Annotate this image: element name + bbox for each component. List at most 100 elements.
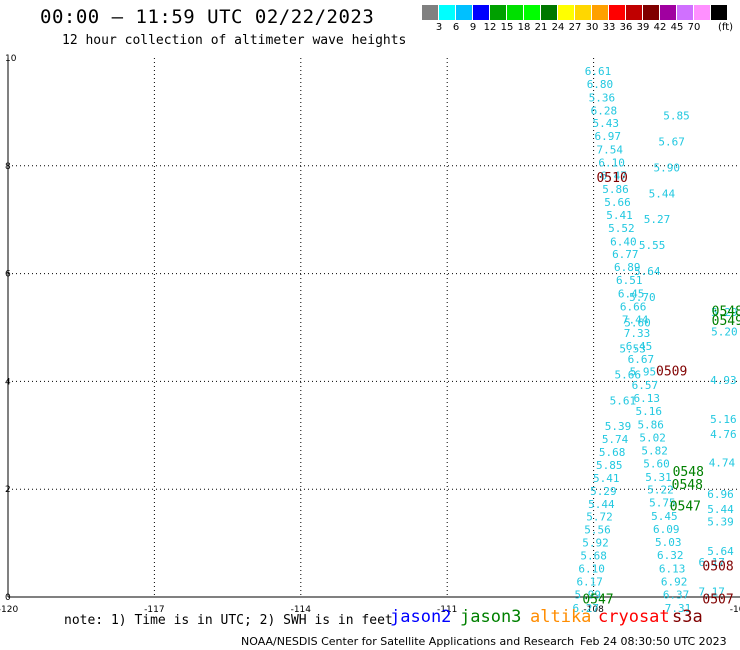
footer-note: note: 1) Time is in UTC; 2) SWH is in fe… xyxy=(64,613,393,628)
data-point-label: 5.44 xyxy=(588,498,615,511)
data-point-label: 5.92 xyxy=(582,537,609,550)
data-point-label: 5.39 xyxy=(605,420,632,433)
data-point-label: 5.16 xyxy=(710,413,737,426)
color-swatch xyxy=(711,5,728,20)
y-tick-label: 8 xyxy=(5,162,11,172)
data-point-label: 5.53 xyxy=(619,343,646,356)
data-point-label: 7.31 xyxy=(665,602,692,615)
x-tick-label: -114 xyxy=(291,605,312,615)
data-point-label: 7.44 xyxy=(622,313,649,326)
data-point-label: 5.55 xyxy=(639,239,666,252)
data-point-label: 0510 xyxy=(596,171,627,186)
color-scale-tick: 6 xyxy=(452,22,460,33)
color-swatch xyxy=(524,5,541,20)
data-point-label: 5.67 xyxy=(658,136,685,149)
color-swatch xyxy=(490,5,507,20)
data-point-label: 5.99 xyxy=(574,588,601,601)
x-tick-label: -120 xyxy=(0,605,18,615)
color-scale-tick: 70 xyxy=(687,22,701,33)
data-point-label: 0547 xyxy=(582,593,613,608)
data-point-label: 6.80 xyxy=(587,78,614,91)
color-swatch xyxy=(626,5,643,20)
data-point-label: 0507 xyxy=(702,593,733,608)
data-point-label: 5.45 xyxy=(651,510,678,523)
color-scale-tick: 42 xyxy=(653,22,667,33)
data-point-label: 7.54 xyxy=(596,144,623,157)
color-scale-tick: 9 xyxy=(469,22,477,33)
y-tick-label: 10 xyxy=(5,54,17,64)
data-point-label: 6.28 xyxy=(591,104,618,117)
data-point-label: 5.74 xyxy=(602,433,629,446)
data-point-label: 5.36 xyxy=(589,91,616,104)
data-point-label: 5.16 xyxy=(635,405,662,418)
data-point-label: 5.44 xyxy=(649,187,676,200)
data-point-label: 6.77 xyxy=(612,248,639,261)
data-point-label: 6.17 xyxy=(576,575,603,588)
timestamp-text: Feb 24 08:30:50 UTC 2023 xyxy=(580,635,727,648)
data-point-label: 6.57 xyxy=(632,379,659,392)
data-point-label: 5.86 xyxy=(602,183,629,196)
data-point-label: 5.52 xyxy=(608,222,635,235)
data-point-label: 0548 xyxy=(712,304,740,319)
color-swatch xyxy=(643,5,660,20)
color-swatch xyxy=(507,5,524,20)
data-point-label: 6.13 xyxy=(659,562,686,575)
data-point-label: 5.29 xyxy=(590,485,617,498)
data-point-label: 6.09 xyxy=(653,523,680,536)
data-point-label: 5.64 xyxy=(634,265,661,278)
x-tick-label: -105 xyxy=(730,605,740,615)
data-point-label: 6.27 xyxy=(573,602,600,615)
data-point-label: 6.67 xyxy=(628,353,655,366)
color-scale-tick: 39 xyxy=(636,22,650,33)
y-tick-label: 0 xyxy=(5,593,11,603)
color-swatch xyxy=(473,5,490,20)
data-point-label: 6.45 xyxy=(626,340,653,353)
data-point-label: 7.33 xyxy=(624,327,651,340)
data-point-label: 0549 xyxy=(712,314,740,329)
color-swatch xyxy=(422,5,439,20)
legend-item-jason3: jason3 xyxy=(460,607,522,627)
data-point-label: 6.61 xyxy=(585,65,612,78)
data-point-label: 5.29 xyxy=(711,306,738,319)
data-point-label: 5.61 xyxy=(610,394,637,407)
legend-item-s3a: s3a xyxy=(672,607,703,627)
data-point-label: 7.17 xyxy=(698,586,725,599)
data-point-label: 6.10 xyxy=(578,562,605,575)
data-point-label: 5.85 xyxy=(663,110,690,123)
data-point-label: 5.41 xyxy=(593,472,620,485)
data-point-label: 6.89 xyxy=(614,261,641,274)
data-point-label: 0509 xyxy=(656,365,687,380)
color-swatch xyxy=(609,5,626,20)
data-point-label: 5.72 xyxy=(586,511,613,524)
chart-subtitle: 12 hour collection of altimeter wave hei… xyxy=(62,33,407,48)
data-point-label: 6.10 xyxy=(598,157,625,170)
data-point-label: 5.44 xyxy=(707,503,734,516)
data-point-label: 6.17 xyxy=(698,556,725,569)
data-point-label: 5.27 xyxy=(644,213,671,226)
y-tick-label: 2 xyxy=(5,485,11,495)
data-point-label: 5.43 xyxy=(593,117,620,130)
legend-item-cryosat: cryosat xyxy=(598,607,670,627)
data-point-label: 5.20 xyxy=(711,325,738,338)
color-scale-tick: 15 xyxy=(500,22,514,33)
color-scale-tick: 3 xyxy=(435,22,443,33)
color-swatch xyxy=(541,5,558,20)
data-point-label: 6.37 xyxy=(663,588,690,601)
x-tick-label: -117 xyxy=(144,605,164,615)
data-point-label: 4.93 xyxy=(710,374,737,387)
data-point-label: 0508 xyxy=(702,559,733,574)
color-scale-tick: 18 xyxy=(517,22,531,33)
data-point-label: 5.22 xyxy=(647,484,674,497)
color-swatch xyxy=(592,5,609,20)
color-scale-tick: 45 xyxy=(670,22,684,33)
data-point-label: 5.70 xyxy=(629,291,656,304)
color-scale-tick: 27 xyxy=(568,22,582,33)
color-swatch xyxy=(558,5,575,20)
color-swatch xyxy=(694,5,711,20)
y-tick-label: 6 xyxy=(5,270,11,280)
color-scale-tick: 21 xyxy=(534,22,548,33)
data-point-label: 6.40 xyxy=(610,235,637,248)
data-point-label: 4.76 xyxy=(710,428,737,441)
data-point-label: 6.66 xyxy=(620,300,647,313)
data-point-label: 0548 xyxy=(673,465,704,480)
